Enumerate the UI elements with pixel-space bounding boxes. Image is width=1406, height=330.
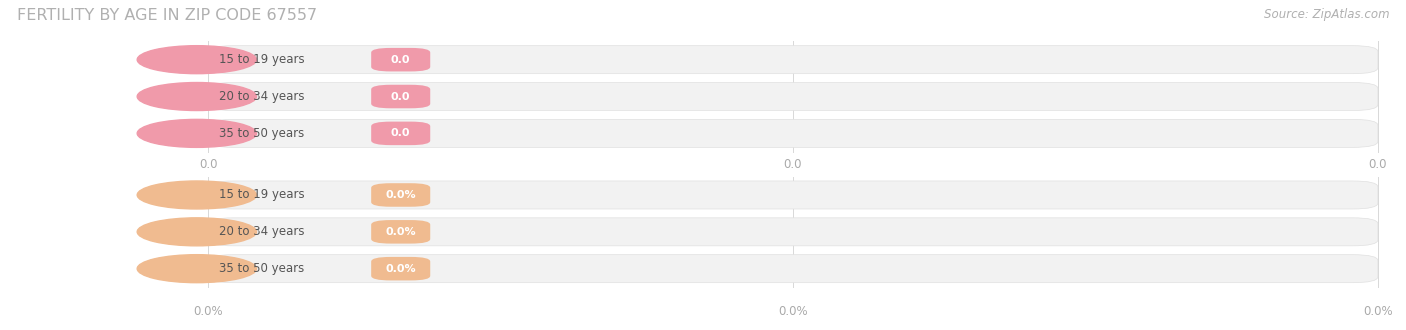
FancyBboxPatch shape	[208, 82, 1378, 111]
Text: 15 to 19 years: 15 to 19 years	[219, 53, 305, 66]
FancyBboxPatch shape	[208, 255, 1378, 283]
FancyBboxPatch shape	[371, 122, 430, 145]
Text: 0.0%: 0.0%	[385, 227, 416, 237]
FancyBboxPatch shape	[208, 218, 1378, 246]
Text: 35 to 50 years: 35 to 50 years	[219, 127, 305, 140]
Text: 0.0%: 0.0%	[1362, 305, 1393, 318]
Text: 20 to 34 years: 20 to 34 years	[219, 225, 305, 238]
Circle shape	[138, 255, 256, 283]
Text: 0.0%: 0.0%	[193, 305, 224, 318]
Text: 0.0%: 0.0%	[385, 190, 416, 200]
Text: Source: ZipAtlas.com: Source: ZipAtlas.com	[1264, 8, 1389, 21]
FancyBboxPatch shape	[371, 257, 430, 280]
Text: 35 to 50 years: 35 to 50 years	[219, 262, 305, 275]
Text: 0.0%: 0.0%	[385, 264, 416, 274]
Circle shape	[138, 82, 256, 111]
FancyBboxPatch shape	[371, 48, 430, 71]
FancyBboxPatch shape	[208, 46, 1378, 74]
Circle shape	[138, 119, 256, 148]
Circle shape	[138, 181, 256, 209]
FancyBboxPatch shape	[371, 85, 430, 108]
Text: 0.0: 0.0	[391, 55, 411, 65]
Text: 0.0%: 0.0%	[778, 305, 808, 318]
FancyBboxPatch shape	[208, 181, 1378, 209]
Text: 15 to 19 years: 15 to 19 years	[219, 188, 305, 202]
FancyBboxPatch shape	[371, 183, 430, 207]
Text: 0.0: 0.0	[391, 91, 411, 102]
Text: 0.0: 0.0	[198, 158, 218, 172]
Text: 0.0: 0.0	[1368, 158, 1388, 172]
Text: 0.0: 0.0	[391, 128, 411, 138]
Text: FERTILITY BY AGE IN ZIP CODE 67557: FERTILITY BY AGE IN ZIP CODE 67557	[17, 8, 316, 23]
Text: 20 to 34 years: 20 to 34 years	[219, 90, 305, 103]
FancyBboxPatch shape	[208, 119, 1378, 148]
Circle shape	[138, 46, 256, 74]
FancyBboxPatch shape	[371, 220, 430, 244]
Circle shape	[138, 218, 256, 246]
Text: 0.0: 0.0	[783, 158, 803, 172]
